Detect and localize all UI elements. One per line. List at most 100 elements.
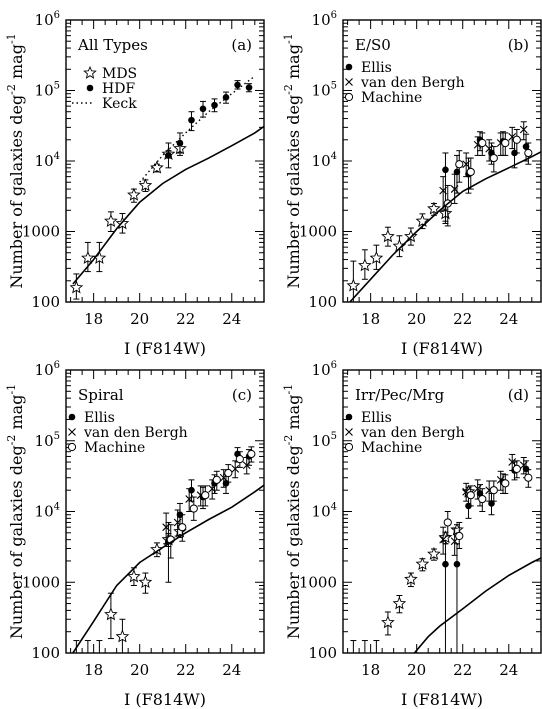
data-point-circle [512,464,521,474]
data-point-x [439,535,448,544]
data-point-circle [443,518,452,527]
legend-marker-circle [344,92,354,102]
y-tick-label: 104 [35,502,60,521]
legend-label: Ellis [84,410,115,426]
x-tick-label: 18 [361,661,380,679]
data-point-dot [522,465,530,473]
y-tick-label: 1000 [299,573,337,591]
panel-letter: (a) [231,36,252,54]
model-curve [349,151,541,302]
panel-a-all-types: 18 20 22 24 100 1000 104 105 106 I (F814W) Number … [5,10,265,358]
x-tick-label: 22 [176,661,195,679]
x-tick-label: 24 [222,310,241,328]
data-point-circle [189,504,198,513]
data-point-dot [165,152,172,159]
panel-title: All Types [77,36,148,54]
legend-marker-circle [344,442,354,452]
legend-label: Machine [84,440,145,456]
panel-c-spiral: 18 20 22 24 100 1000 104 105 106 I (F814W) Number … [5,360,265,709]
y-tick-label: 1000 [22,223,60,241]
data-point-star [404,572,418,586]
data-point-star [392,596,407,610]
panel-title: Spiral [78,386,124,404]
data-point-star [381,229,395,243]
data-point-dot [188,116,195,124]
data-point-star [104,214,118,228]
data-point-circle [178,523,187,532]
x-tick-label: 18 [361,310,380,328]
y-tick-label: 100 [31,644,60,662]
data-point-star [415,557,430,570]
legend-label: van den Bergh [360,425,465,441]
plot-frame [65,19,265,303]
y-tick-label: 105 [312,431,337,450]
panel-letter: (b) [508,36,529,54]
x-tick-label: 24 [499,661,518,679]
data-point-circle [489,153,498,163]
x-tick-label: 22 [453,661,472,679]
legend-marker-x [68,428,76,436]
x-axis-label: I (F814W) [401,339,483,358]
panel-letter: (d) [508,386,529,404]
data-point-x [208,484,217,493]
data-point-dot [442,560,449,568]
panel-title: E/S0 [355,36,391,54]
legend-label: HDF [102,81,135,97]
data-point-circle [478,138,487,148]
data-point-x [242,461,251,470]
y-tick-label: 105 [35,431,60,450]
data-point-circle [512,135,521,144]
data-point-circle [201,491,210,500]
data-point-star [138,575,153,589]
legend-label: Ellis [361,410,392,426]
y-axis-label: Number of galaxies deg-2 mag-1 [5,33,26,288]
data-point-dot [199,105,207,113]
legend-marker-dot [345,63,353,71]
y-tick-label: 100 [308,644,337,662]
x-tick-label: 20 [130,661,149,679]
legend-marker-dot [68,413,76,421]
data-point-star [127,187,141,201]
y-axis-label: Number of galaxies deg-2 mag-1 [282,33,303,288]
data-point-star [104,607,118,621]
legend-marker-x [345,428,353,436]
data-point-x [473,484,482,493]
data-point-star [69,280,84,294]
data-point-circle [212,475,221,484]
x-tick-label: 18 [84,661,103,679]
panel-letter: (c) [232,386,252,404]
model-curve [72,484,264,653]
data-point-circle [524,148,533,158]
data-point-star [346,278,361,292]
model-curve [72,125,264,285]
legend-marker-circle [67,442,77,452]
panel-d-irr-pec-mrg: 18 20 22 24 100 1000 104 105 106 I (F814W) Number … [282,360,542,709]
data-point-circle [455,160,464,169]
data-point-star [369,250,384,264]
data-point-circle [478,494,487,504]
data-point-star [150,160,164,174]
x-tick-label: 24 [499,310,518,328]
data-point-star [381,615,395,629]
legend-label: van den Bergh [360,75,465,91]
plot-area [346,121,541,302]
y-axis-label: Number of galaxies deg-2 mag-1 [5,384,26,639]
y-tick-label: 105 [35,81,60,100]
data-point-star [404,229,418,243]
plot-area [72,446,264,653]
x-tick-label: 22 [176,310,195,328]
data-point-circle [501,138,510,148]
y-tick-label: 1000 [299,223,337,241]
y-tick-label: 106 [312,360,337,379]
y-tick-label: 104 [35,151,60,170]
x-axis-label: I (F814W) [124,339,206,358]
data-point-dot [488,500,495,507]
data-point-circle [501,479,510,488]
data-point-circle [247,449,256,459]
y-tick-label: 106 [312,10,337,29]
data-point-circle [466,167,475,177]
legend-label: van den Bergh [83,425,188,441]
panel-b-e-s0: 18 20 22 24 100 1000 104 105 106 I (F814W) Number … [282,10,542,358]
data-point-x [519,461,528,470]
